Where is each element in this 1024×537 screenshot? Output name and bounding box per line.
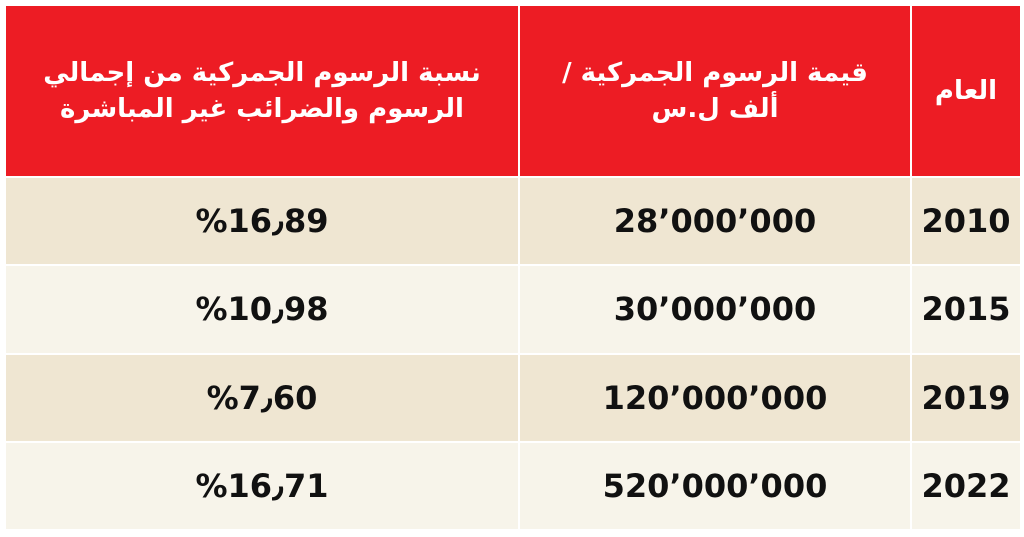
value-cell: 120٬000٬000 xyxy=(518,352,912,443)
header-text: نسبة الرسوم الجمركية من إجمالي xyxy=(43,58,481,88)
table-row: 2022 520٬000٬000 %16٫71 xyxy=(4,440,1022,532)
percent-cell: %16٫89 xyxy=(4,175,520,267)
header-row: العام قيمة الرسوم الجمركية / ألف ل.س نسبة ا… xyxy=(4,4,1022,178)
table-row: 2015 30٬000٬000 %10٫98 xyxy=(4,264,1022,355)
percent-cell: %10٫98 xyxy=(4,264,520,355)
table-row: 2019 120٬000٬000 %7٫60 xyxy=(4,352,1022,443)
percent-cell: %16٫71 xyxy=(4,440,520,532)
header-cell: قيمة الرسوم الجمركية / ألف ل.س xyxy=(518,4,912,178)
year-cell: 2022 xyxy=(910,440,1022,532)
value-cell: 28٬000٬000 xyxy=(518,175,912,267)
header-text: ألف ل.س xyxy=(651,94,779,124)
customs-table: العام قيمة الرسوم الجمركية / ألف ل.س نسبة ا… xyxy=(4,4,1022,532)
percent-cell: %7٫60 xyxy=(4,352,520,443)
year-cell: 2015 xyxy=(910,264,1022,355)
year-cell: 2019 xyxy=(910,352,1022,443)
value-cell: 30٬000٬000 xyxy=(518,264,912,355)
value-cell: 520٬000٬000 xyxy=(518,440,912,532)
header-cell: العام xyxy=(910,4,1022,178)
header-text: العام xyxy=(934,76,998,106)
table-body: 2010 28٬000٬000 %16٫89 2015 30٬000٬000 %10٫98… xyxy=(4,175,1022,532)
header-text: قيمة الرسوم الجمركية / xyxy=(562,58,868,88)
table-header: العام قيمة الرسوم الجمركية / ألف ل.س نسبة ا… xyxy=(4,4,1022,178)
table-row: 2010 28٬000٬000 %16٫89 xyxy=(4,175,1022,267)
year-cell: 2010 xyxy=(910,175,1022,267)
header-cell: نسبة الرسوم الجمركية من إجمالي الرسوم وال… xyxy=(4,4,520,178)
header-text: الرسوم والضرائب غير المباشرة xyxy=(60,94,464,124)
